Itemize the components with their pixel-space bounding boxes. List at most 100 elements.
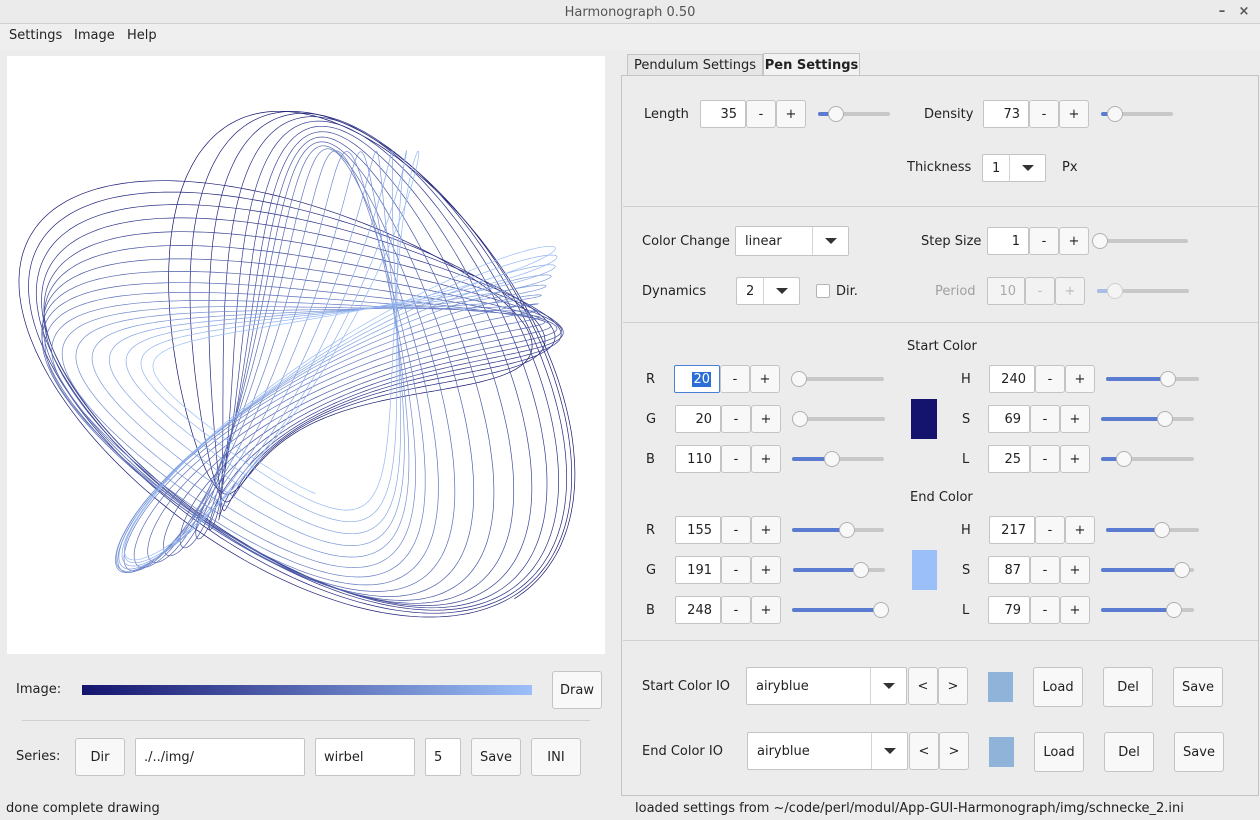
end-s-plus-button[interactable]: + <box>1060 556 1090 584</box>
end-b-slider[interactable] <box>792 600 890 620</box>
start-s-slider[interactable] <box>1101 409 1194 429</box>
end-l-input[interactable]: 79 <box>988 596 1030 624</box>
density-slider[interactable] <box>1101 104 1173 124</box>
minimize-icon[interactable]: – <box>1218 4 1226 19</box>
harmonograph-stroke <box>168 254 558 479</box>
end-color-swatch <box>912 550 937 590</box>
end-color-io-prev-button[interactable]: < <box>909 732 939 770</box>
end-l-plus-button[interactable]: + <box>1060 596 1090 624</box>
start-b-input[interactable]: 110 <box>675 445 721 473</box>
start-g-minus-button[interactable]: - <box>721 405 751 433</box>
end-color-io-next-button[interactable]: > <box>939 732 969 770</box>
density-minus-button[interactable]: - <box>1029 100 1059 128</box>
start-l-input[interactable]: 25 <box>988 445 1030 473</box>
end-g-slider[interactable] <box>793 560 885 580</box>
end-h-minus-button[interactable]: - <box>1035 516 1065 544</box>
start-r-minus-button[interactable]: - <box>720 365 750 393</box>
start-r-slider[interactable] <box>791 369 884 389</box>
end-color-io-dropdown[interactable]: airyblue <box>747 732 908 770</box>
end-s-slider[interactable] <box>1101 560 1194 580</box>
density-input[interactable]: 73 <box>983 100 1029 128</box>
end-color-io-load-button[interactable]: Load <box>1034 732 1084 772</box>
thickness-dropdown[interactable]: 1 <box>982 154 1046 182</box>
tab-pendulum-settings[interactable]: Pendulum Settings <box>627 54 763 76</box>
density-plus-button[interactable]: + <box>1059 100 1089 128</box>
harmonograph-stroke <box>80 191 546 417</box>
length-slider[interactable] <box>818 104 890 124</box>
end-b-plus-button[interactable]: + <box>751 596 781 624</box>
series-name-input[interactable]: wirbel <box>315 738 415 776</box>
step-size-plus-button[interactable]: + <box>1059 227 1089 255</box>
menu-help[interactable]: Help <box>127 28 157 43</box>
start-g-input[interactable]: 20 <box>675 405 721 433</box>
dynamics-dropdown[interactable]: 2 <box>736 277 800 305</box>
period-minus-button[interactable]: - <box>1025 277 1055 305</box>
menu-image[interactable]: Image <box>74 28 115 43</box>
start-b-minus-button[interactable]: - <box>721 445 751 473</box>
start-r-plus-button[interactable]: + <box>750 365 780 393</box>
start-h-plus-button[interactable]: + <box>1065 365 1095 393</box>
end-s-input[interactable]: 87 <box>988 556 1030 584</box>
dir-checkbox[interactable] <box>816 284 830 298</box>
series-ini-button[interactable]: INI <box>531 738 581 776</box>
end-l-slider[interactable] <box>1101 600 1194 620</box>
start-g-slider[interactable] <box>792 409 885 429</box>
start-h-slider[interactable] <box>1106 369 1199 389</box>
harmonograph-stroke <box>222 116 559 601</box>
start-l-plus-button[interactable]: + <box>1060 445 1090 473</box>
start-r-input[interactable]: 20 <box>674 365 720 393</box>
period-plus-button[interactable]: + <box>1055 277 1085 305</box>
start-l-minus-button[interactable]: - <box>1030 445 1060 473</box>
length-minus-button[interactable]: - <box>746 100 776 128</box>
start-l-slider[interactable] <box>1101 449 1194 469</box>
start-color-io-swatch <box>988 672 1013 702</box>
end-h-slider[interactable] <box>1106 520 1199 540</box>
series-path-input[interactable]: ./../img/ <box>135 738 305 776</box>
period-slider[interactable] <box>1097 281 1189 301</box>
end-r-slider[interactable] <box>792 520 884 540</box>
tab-pen-settings[interactable]: Pen Settings <box>763 53 860 76</box>
series-save-button[interactable]: Save <box>471 738 521 776</box>
start-b-slider[interactable] <box>792 449 884 469</box>
length-input[interactable]: 35 <box>700 100 746 128</box>
end-color-io-del-button[interactable]: Del <box>1104 732 1154 772</box>
start-color-io-prev-button[interactable]: < <box>908 667 938 705</box>
end-b-input[interactable]: 248 <box>675 596 721 624</box>
end-g-minus-button[interactable]: - <box>721 556 751 584</box>
start-color-io-dropdown[interactable]: airyblue <box>746 667 907 705</box>
start-s-input[interactable]: 69 <box>988 405 1030 433</box>
start-color-io-save-button[interactable]: Save <box>1173 667 1223 707</box>
series-dir-button[interactable]: Dir <box>75 738 125 776</box>
end-g-input[interactable]: 191 <box>675 556 721 584</box>
end-h-plus-button[interactable]: + <box>1065 516 1095 544</box>
end-h-input[interactable]: 217 <box>989 516 1035 544</box>
harmonograph-stroke <box>108 231 564 427</box>
end-r-input[interactable]: 155 <box>675 516 721 544</box>
start-s-minus-button[interactable]: - <box>1030 405 1060 433</box>
start-color-io-load-button[interactable]: Load <box>1033 667 1083 707</box>
close-icon[interactable]: × <box>1238 4 1250 19</box>
series-count-input[interactable]: 5 <box>425 738 461 776</box>
length-plus-button[interactable]: + <box>776 100 806 128</box>
color-change-dropdown[interactable]: linear <box>735 226 849 256</box>
end-color-io-save-button[interactable]: Save <box>1174 732 1224 772</box>
end-g-plus-button[interactable]: + <box>751 556 781 584</box>
start-h-minus-button[interactable]: - <box>1035 365 1065 393</box>
start-g-plus-button[interactable]: + <box>751 405 781 433</box>
step-size-input[interactable]: 1 <box>987 227 1029 255</box>
start-color-io-next-button[interactable]: > <box>938 667 968 705</box>
start-color-io-del-button[interactable]: Del <box>1103 667 1153 707</box>
menu-settings[interactable]: Settings <box>9 28 63 43</box>
step-size-slider[interactable] <box>1091 231 1188 251</box>
step-size-minus-button[interactable]: - <box>1029 227 1059 255</box>
draw-button[interactable]: Draw <box>552 671 602 709</box>
end-r-plus-button[interactable]: + <box>751 516 781 544</box>
end-r-minus-button[interactable]: - <box>721 516 751 544</box>
start-b-plus-button[interactable]: + <box>751 445 781 473</box>
end-s-minus-button[interactable]: - <box>1030 556 1060 584</box>
start-s-plus-button[interactable]: + <box>1060 405 1090 433</box>
start-h-input[interactable]: 240 <box>989 365 1035 393</box>
period-input[interactable]: 10 <box>987 277 1025 305</box>
end-b-minus-button[interactable]: - <box>721 596 751 624</box>
end-l-minus-button[interactable]: - <box>1030 596 1060 624</box>
